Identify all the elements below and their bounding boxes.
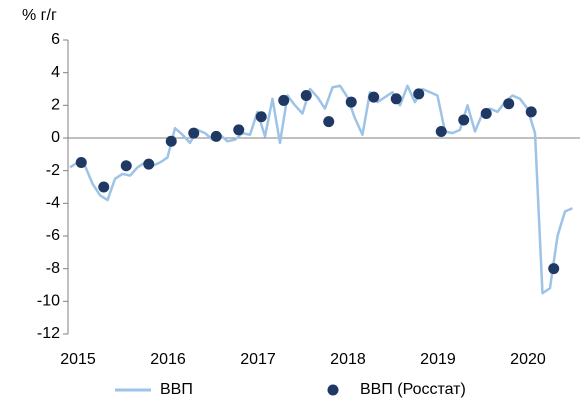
data-point	[98, 181, 110, 193]
y-tick-label: -4	[46, 195, 60, 212]
x-tick-label: 2015	[60, 351, 96, 368]
data-point	[255, 111, 267, 123]
y-tick-label: -2	[46, 162, 60, 179]
data-point	[278, 94, 290, 106]
data-point	[480, 108, 492, 119]
data-point	[368, 91, 380, 103]
x-tick-label: 2020	[510, 351, 546, 368]
data-point	[75, 157, 87, 168]
x-tick-label: 2017	[240, 351, 276, 368]
data-point	[435, 125, 447, 137]
data-point	[503, 98, 515, 110]
data-point	[525, 106, 537, 118]
data-point	[188, 127, 200, 139]
x-tick-label: 2018	[330, 351, 366, 368]
legend-label: ВВП (Росстат)	[360, 381, 466, 398]
data-point	[143, 158, 155, 170]
x-tick-label: 2016	[150, 351, 186, 368]
data-point	[233, 124, 245, 136]
legend-swatch	[327, 384, 339, 396]
data-point	[300, 90, 312, 102]
data-point	[210, 130, 222, 142]
data-point	[413, 88, 425, 100]
y-tick-label: -8	[46, 260, 60, 277]
y-tick-label: -6	[46, 227, 60, 244]
y-tick-label: 4	[51, 64, 60, 81]
data-point	[165, 135, 177, 147]
y-tick-label: -10	[37, 293, 60, 310]
y-tick-label: 2	[51, 97, 60, 114]
y-tick-label: -12	[37, 325, 60, 342]
data-point	[458, 114, 470, 126]
y-axis-label: % г/г	[22, 7, 57, 24]
data-point	[120, 160, 132, 172]
data-point	[548, 263, 560, 275]
y-tick-label: 0	[51, 129, 60, 146]
y-tick-label: 6	[51, 31, 60, 48]
data-point	[323, 116, 335, 128]
data-point	[345, 96, 357, 108]
x-tick-label: 2019	[420, 351, 456, 368]
series-line	[69, 84, 573, 295]
data-point	[390, 93, 402, 105]
legend-label: ВВП	[160, 381, 193, 398]
